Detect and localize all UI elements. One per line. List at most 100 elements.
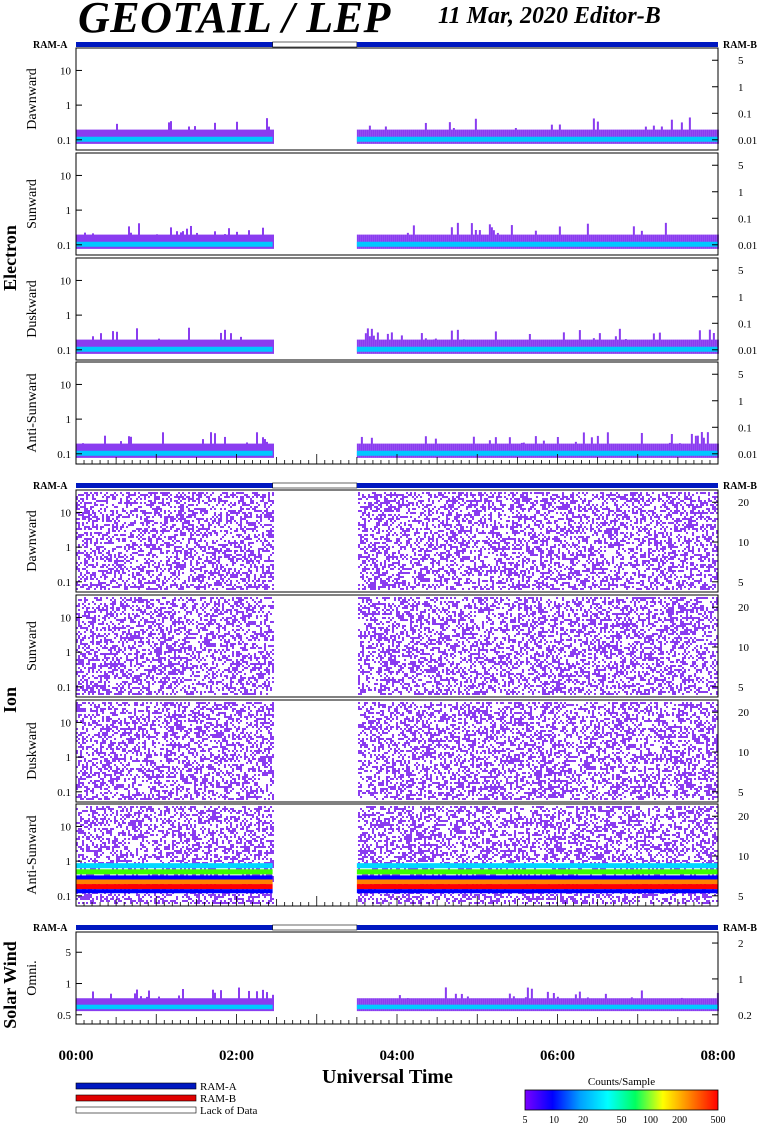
ion-count-pixel [396,510,398,512]
electron-count-column [488,224,491,249]
ion-count-pixel [360,556,362,558]
ion-count-pixel [168,546,170,548]
ion-count-pixel [188,528,190,530]
ion-count-pixel [272,552,274,554]
ion-count-pixel [248,496,250,498]
ion-count-pixel [410,524,412,526]
ion-count-pixel [180,534,182,536]
ion-count-pixel [396,534,398,536]
ion-count-pixel [500,548,502,550]
electron-core-band [76,450,273,456]
ion-count-pixel [270,534,272,536]
ion-count-pixel [500,508,502,510]
ion-count-pixel [158,548,160,550]
electron-count-column [266,441,268,458]
ion-count-pixel [368,506,370,508]
ion-count-pixel [114,554,116,556]
ion-count-pixel [366,558,368,560]
ion-count-pixel [116,582,118,584]
ion-count-pixel [250,554,252,556]
panel-label-electron-1: Sunward [25,179,40,229]
ion-count-pixel [404,522,406,524]
ion-count-pixel [376,510,378,512]
ion-count-pixel [248,508,250,510]
ion-count-pixel [132,536,134,538]
ion-count-pixel [502,506,504,508]
ion-count-pixel [114,492,116,494]
ion-count-pixel [404,582,406,584]
ion-count-pixel [168,510,170,512]
ion-count-pixel [172,552,174,554]
ion-count-pixel [166,520,168,522]
ion-count-pixel [246,536,248,538]
ion-count-pixel [236,534,238,536]
ion-count-pixel [172,580,174,582]
electron-count-column [450,330,453,354]
ion-count-pixel [370,586,372,588]
ion-count-pixel [102,526,104,528]
ion-count-pixel [430,494,432,496]
ion-count-pixel [102,496,104,498]
ion-count-pixel [486,570,488,572]
ion-count-pixel [410,560,412,562]
ion-count-pixel [490,572,492,574]
ion-count-pixel [390,504,392,506]
ion-count-pixel [472,504,474,506]
ion-count-pixel [86,532,88,534]
ion-count-pixel [250,586,252,588]
ion-count-pixel [478,584,480,586]
ion-count-pixel [368,544,370,546]
ion-count-pixel [96,494,98,496]
electron-count-column [194,126,196,144]
ion-count-pixel [82,524,84,526]
ion-count-pixel [396,516,398,518]
ion-count-pixel [416,504,418,506]
ion-count-pixel [438,546,440,548]
ion-count-pixel [498,582,500,584]
ion-count-pixel [400,548,402,550]
ion-count-pixel [266,508,268,510]
ion-count-pixel [266,560,268,562]
ion-count-pixel [262,572,264,574]
ion-count-pixel [400,498,402,500]
ion-count-pixel [482,564,484,566]
ion-count-pixel [434,546,436,548]
ion-count-pixel [360,524,362,526]
ion-count-pixel [140,550,142,552]
ion-count-pixel [76,512,78,514]
ion-count-pixel [126,506,128,508]
ion-count-pixel [366,572,368,574]
ion-count-pixel [460,544,462,546]
ion-count-pixel [186,526,188,528]
ion-count-pixel [376,566,378,568]
ion-count-pixel [118,546,120,548]
ion-count-pixel [446,534,448,536]
ion-count-pixel [262,564,264,566]
ion-count-pixel [448,574,450,576]
ion-count-pixel [126,512,128,514]
ion-count-pixel [106,558,108,560]
electron-count-column [236,121,238,144]
ion-count-pixel [442,558,444,560]
ion-count-pixel [182,510,184,512]
ion-count-pixel [504,546,506,548]
ion-count-pixel [92,522,94,524]
ion-count-pixel [218,520,220,522]
ion-count-pixel [362,562,364,564]
ion-count-pixel [180,546,182,548]
ion-count-pixel [262,586,264,588]
ion-count-pixel [130,502,132,504]
ion-count-pixel [410,568,412,570]
ion-count-pixel [116,564,118,566]
ion-count-pixel [456,554,458,556]
ion-count-pixel [454,536,456,538]
ion-count-pixel [222,526,224,528]
ion-count-pixel [174,578,176,580]
ion-count-pixel [406,554,408,556]
ion-count-pixel [240,500,242,502]
electron-count-column [456,222,459,249]
ion-count-pixel [164,520,166,522]
ion-count-pixel [378,528,380,530]
ion-count-pixel [504,554,506,556]
ion-count-pixel [136,586,138,588]
